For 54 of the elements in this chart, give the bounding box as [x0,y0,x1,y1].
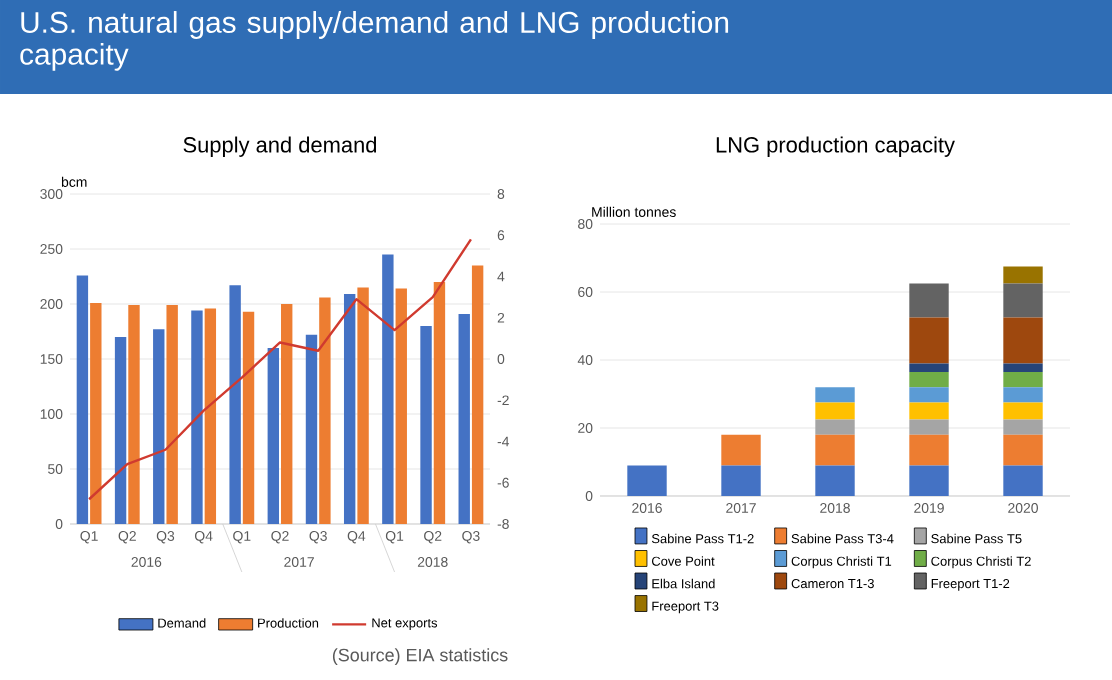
bar [90,302,102,524]
bar [382,254,394,524]
bar [1003,363,1043,372]
bar [420,326,432,524]
bar [267,348,280,524]
bar [815,465,855,496]
bar [909,317,949,364]
bar [627,465,667,496]
bar [1003,371,1043,388]
bar [1003,402,1043,420]
bar [191,310,203,524]
bar [357,287,369,524]
bar [1003,465,1043,496]
bar [343,294,356,524]
bar [815,402,855,420]
bar [909,371,949,388]
bar [721,465,761,496]
bar [242,311,255,524]
bar [204,308,217,524]
bar [458,313,470,524]
line-series [87,238,473,501]
text: (Source) EIA statistics [332,648,508,665]
bar [229,285,241,524]
bar [153,329,165,524]
bar [815,434,855,466]
bar [909,465,949,496]
bar [1003,434,1043,466]
bar [166,305,178,524]
bar [305,334,318,524]
bar [319,297,331,524]
bar [471,265,484,524]
chart-subtitle: Supply and demand [183,136,377,157]
bar [909,434,949,466]
bar [395,288,407,524]
bar [1003,266,1043,284]
bar [281,304,293,524]
bar [909,387,949,403]
bar [909,283,949,318]
bar [909,419,949,435]
bar [1003,387,1043,403]
bar [76,275,89,524]
bar [815,419,855,435]
bar [433,282,446,524]
bar [721,434,761,466]
bar [128,305,140,524]
chart-title: U.S. natural gas supply/demand and LNG production capacity [20,11,729,71]
bar [1003,419,1043,435]
bar [909,402,949,420]
bar [114,337,127,524]
bar [815,387,855,403]
chart-title: LNG production capacity [716,136,955,157]
bar [1003,283,1043,318]
bar [909,363,949,372]
bar [1003,317,1043,364]
